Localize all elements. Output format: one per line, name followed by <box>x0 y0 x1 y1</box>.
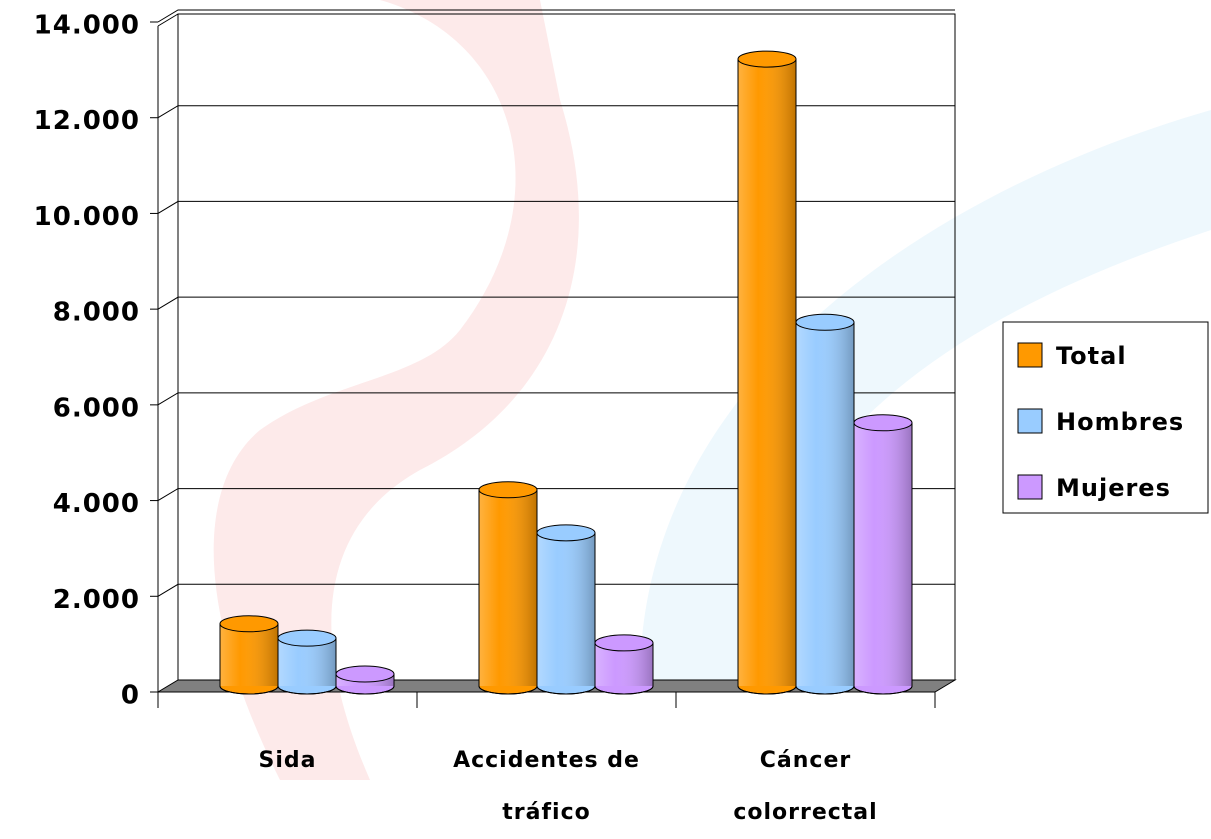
grid-line <box>157 488 955 502</box>
legend-swatch <box>1017 408 1043 434</box>
cylinder-outline <box>277 638 337 695</box>
cylinder-shade <box>220 623 278 686</box>
cylinder <box>478 481 538 695</box>
legend-swatch <box>1017 474 1043 500</box>
cylinder <box>277 629 337 695</box>
x-tick-label: Accidentes de tráfico <box>453 748 640 825</box>
grid-line <box>157 105 955 119</box>
cylinder <box>335 665 395 695</box>
cylinder <box>853 414 913 695</box>
y-tick-label: 12.000 <box>34 106 140 136</box>
legend-swatch <box>1017 342 1043 368</box>
grid-line <box>157 296 955 310</box>
cylinder-outline <box>853 422 913 695</box>
cylinder-outline <box>795 322 855 695</box>
cylinder-shade <box>479 489 537 686</box>
cylinder <box>795 313 855 695</box>
y-tick-label: 8.000 <box>53 298 140 328</box>
cylinder-top <box>594 634 654 652</box>
cylinder-outline <box>335 674 395 695</box>
cylinder <box>219 615 279 695</box>
cylinder-shade <box>796 322 854 686</box>
cylinder-top <box>219 615 279 633</box>
y-tick-label: 0 <box>121 681 140 711</box>
cylinder-top <box>737 50 797 68</box>
cylinder <box>536 524 596 695</box>
legend-label: Total <box>1056 342 1127 370</box>
cylinder-top <box>277 629 337 647</box>
watermark <box>640 110 1211 680</box>
cylinder-shade <box>738 59 796 687</box>
y-tick-label: 14.000 <box>34 11 140 41</box>
cylinder <box>594 634 654 695</box>
grid-line <box>157 9 955 23</box>
x-tick-label: Sida <box>258 748 317 773</box>
y-tick-label: 4.000 <box>53 489 140 519</box>
cylinder-outline <box>737 59 797 695</box>
cylinder <box>737 50 797 695</box>
y-tick-label: 10.000 <box>34 202 140 232</box>
cylinder-outline <box>594 642 654 695</box>
y-tick-label: 6.000 <box>53 393 140 423</box>
grid-line <box>157 583 955 597</box>
cylinder-outline <box>478 489 538 695</box>
cylinder-top <box>795 313 855 331</box>
cylinder-top <box>536 524 596 542</box>
cylinder-shade <box>537 532 595 686</box>
cylinder-shade <box>854 422 912 686</box>
cylinder-outline <box>536 532 596 695</box>
grid-line <box>157 392 955 406</box>
x-tick-label: Cáncer colorrectal <box>733 748 878 825</box>
cylinder-top <box>853 414 913 432</box>
y-tick-label: 2.000 <box>53 585 140 615</box>
cylinder-top <box>335 665 395 683</box>
side-wall <box>157 13 179 27</box>
cylinder-outline <box>219 623 279 695</box>
legend-label: Mujeres <box>1056 474 1171 502</box>
grid-line <box>157 200 955 214</box>
watermark <box>213 0 579 780</box>
legend-label: Hombres <box>1056 408 1184 436</box>
cylinder-top <box>478 481 538 499</box>
